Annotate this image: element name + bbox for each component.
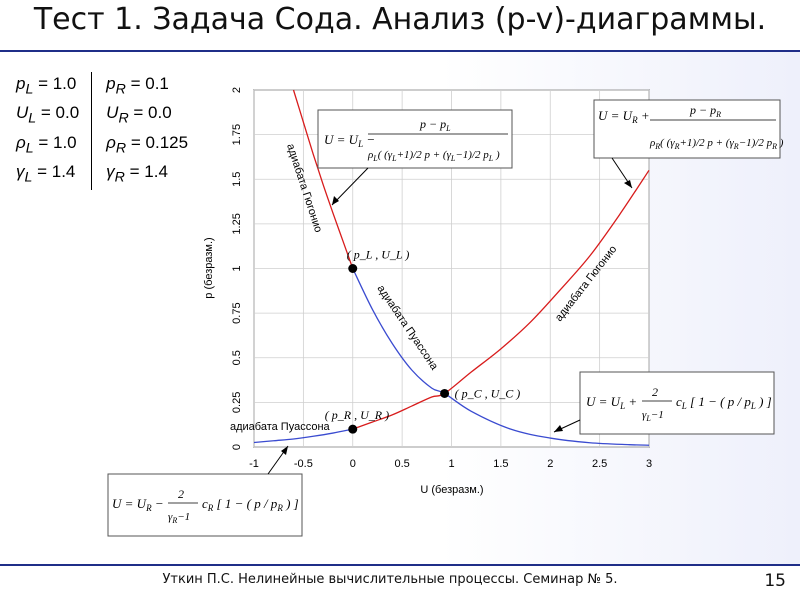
param-row: ρL = 1.0 ρR = 0.125 [14, 130, 196, 161]
svg-text:γR−1: γR−1 [168, 511, 190, 525]
svg-text:p − pL: p − pL [419, 117, 451, 133]
state-point [348, 264, 358, 273]
series-poisson-r [253, 428, 353, 444]
x-tick-label: 0.5 [394, 458, 409, 470]
x-tick-label: -1 [249, 458, 259, 470]
y-tick-label: 1.25 [231, 213, 243, 234]
x-tick-label: 2.5 [592, 458, 607, 470]
state-point-label: ( p_L , U_L ) [347, 248, 410, 262]
param-γR: γR = 1.4 [106, 162, 168, 186]
y-tick-label: 0.75 [231, 302, 243, 323]
series-hugoniot-r [352, 169, 650, 430]
svg-text:p − pR: p − pR [689, 103, 721, 119]
svg-text:2: 2 [652, 385, 658, 399]
param-row: γL = 1.4 γR = 1.4 [14, 160, 196, 190]
param-ρL: ρL = 1.0 [14, 130, 93, 161]
x-tick-label: 0 [350, 458, 356, 470]
param-row: UL = 0.0 UR = 0.0 [14, 101, 196, 131]
state-point [348, 424, 358, 434]
state-point-label: ( p_C , U_C ) [455, 386, 521, 400]
param-pL: pL = 1.0 [14, 72, 93, 102]
param-ρR: ρR = 0.125 [106, 132, 189, 157]
param-UL: UL = 0.0 [14, 101, 93, 131]
y-tick-label: 2 [231, 87, 243, 93]
y-tick-label: 0 [231, 444, 243, 450]
footer-text: Уткин П.С. Нелинейные вычислительные про… [162, 572, 618, 587]
formula-hugoniot-right: U = UR + p − pR ρR( (γR+1)/2 p + (γR−1)/… [593, 99, 784, 159]
x-tick-label: 2 [547, 458, 553, 470]
series-hugoniot-l [292, 89, 354, 269]
param-γL: γL = 1.4 [14, 160, 93, 190]
x-tick-label: 3 [646, 458, 652, 470]
svg-text:ρR( (γR+1)/2 p + (γR−1)/2 pR ): ρR( (γR+1)/2 p + (γR−1)/2 pR ) [649, 137, 784, 151]
title-rule [0, 50, 800, 52]
x-tick-label: 1.5 [493, 458, 508, 470]
page-title: Тест 1. Задача Сода. Анализ (p-v)-диагра… [33, 2, 767, 37]
footer-rule [0, 564, 800, 566]
page-number: 15 [764, 571, 786, 591]
svg-text:γL−1: γL−1 [642, 409, 664, 423]
svg-text:cL [ 1 − ( p / pL ) ]: cL [ 1 − ( p / pL ) ] [676, 394, 772, 411]
svg-text:U = UR +: U = UR + [598, 108, 650, 125]
param-UR: UR = 0.0 [106, 103, 172, 127]
y-tick-label: 0.25 [231, 392, 243, 413]
parameters-block: pL = 1.0 pR = 0.1 UL = 0.0 UR = 0.0 ρL = 1.0… [14, 72, 196, 190]
formula-poisson-left: U = UL + 2 γL−1 cL [ 1 − ( p / pL ) ] [579, 371, 775, 435]
param-pR: pR = 0.1 [106, 74, 169, 98]
state-point-label: ( p_R , U_R ) [325, 408, 389, 422]
x-axis-label: U (безразм.) [420, 484, 483, 496]
y-tick-label: 1.75 [231, 124, 243, 145]
svg-text:U = UL +: U = UL + [586, 394, 637, 411]
y-tick-label: 1 [231, 265, 243, 271]
x-tick-label: 1 [448, 458, 454, 470]
svg-text:cR [ 1 − ( p / pR ) ]: cR [ 1 − ( p / pR ) ] [202, 496, 299, 513]
formula-poisson-right: U = UR − 2 γR−1 cR [ 1 − ( p / pR ) ] [107, 473, 303, 537]
svg-text:U = UL −: U = UL − [324, 132, 375, 149]
y-tick-label: 0.5 [231, 350, 243, 365]
series-poisson-l [352, 268, 650, 446]
y-tick-label: 1.5 [231, 172, 243, 187]
param-row: pL = 1.0 pR = 0.1 [14, 72, 196, 102]
formula-hugoniot-left: U = UL − p − pL ρL( (γL+1)/2 p + (γL−1)/… [317, 109, 513, 169]
y-axis-label: p (безразм.) [203, 237, 215, 298]
svg-text:2: 2 [178, 487, 184, 501]
x-tick-label: -0.5 [294, 458, 313, 470]
svg-text:ρL( (γL+1)/2 p + (γL−1)/2 pL ): ρL( (γL+1)/2 p + (γL−1)/2 pL ) [367, 149, 500, 163]
svg-text:U = UR −: U = UR − [112, 496, 164, 513]
annotation-poisson-right: адиабата Пуассона [230, 421, 331, 433]
state-point [440, 388, 450, 398]
